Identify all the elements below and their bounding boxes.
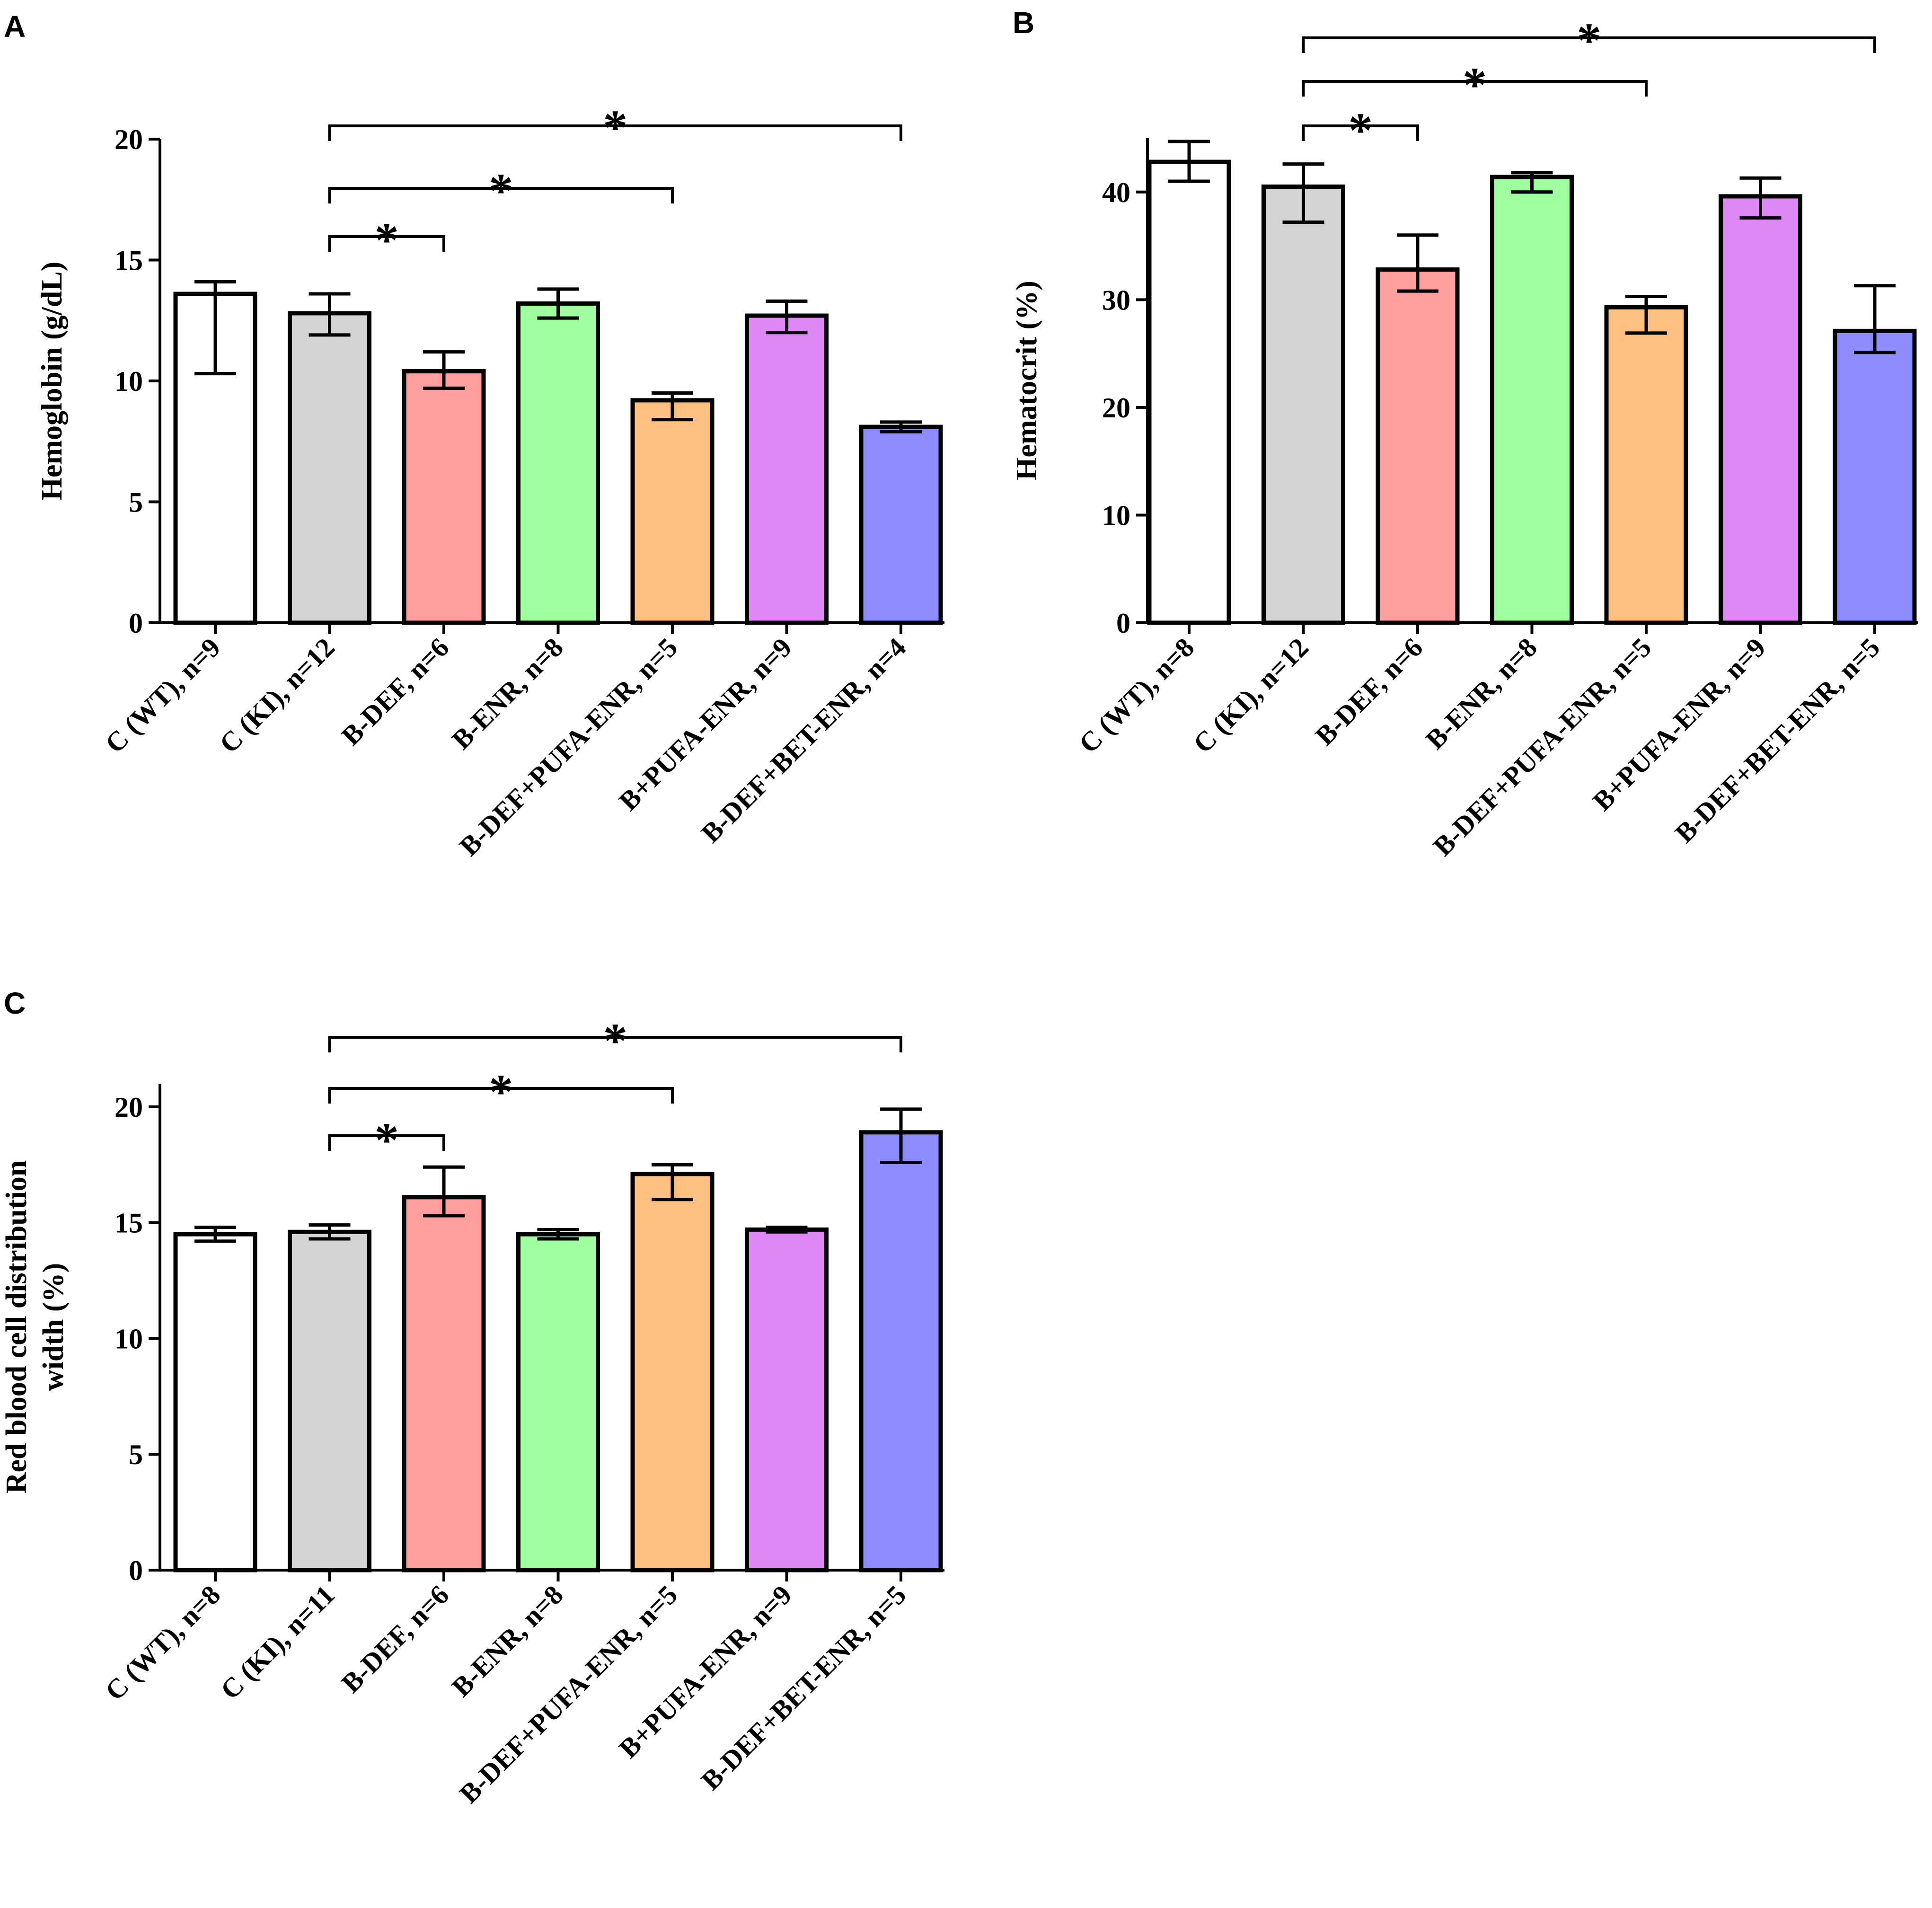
bar <box>516 1232 600 1572</box>
bar <box>630 398 715 625</box>
y-tick-label: 20 <box>115 1092 143 1123</box>
bar <box>745 1227 829 1572</box>
category-label: C (KI), n=12 <box>213 632 341 759</box>
y-tick-label: 15 <box>115 245 143 276</box>
significance-star: * <box>374 1113 399 1167</box>
bar <box>288 1229 371 1572</box>
chart-hematocrit: 0 10 20 30 40 Hematocrit (%) C (WT), n=8C (KI)… <box>1011 13 1918 862</box>
significance-bracket <box>328 187 674 203</box>
category-label: B-DEF, n=6 <box>335 1579 455 1698</box>
bar <box>1490 175 1574 625</box>
category-label: C (WT), n=8 <box>1073 632 1200 759</box>
bar <box>288 311 371 625</box>
y-tick-label: 20 <box>115 124 143 155</box>
y-tick-label: 30 <box>1102 284 1130 316</box>
panel-letter-b: B <box>1013 6 1034 40</box>
y-tick-label: 0 <box>1116 608 1130 639</box>
significance-bracket <box>1302 80 1648 97</box>
bar <box>1833 328 1917 625</box>
significance-star: * <box>603 100 627 155</box>
significance-bracket <box>328 235 445 252</box>
significance-star: * <box>1577 13 1601 68</box>
y-axis-title: Hemoglobin (g/dL) <box>36 262 68 501</box>
bar <box>402 369 486 625</box>
category-label: B-DEF+BET-ENR, n=5 <box>1669 632 1886 848</box>
bar <box>859 1130 943 1572</box>
bar <box>859 424 943 625</box>
category-label: B-DEF, n=6 <box>335 632 455 751</box>
significance-bracket <box>1302 124 1419 141</box>
category-label: C (KI), n=11 <box>214 1579 340 1705</box>
chart-hemoglobin: 0 5 10 15 20 Hemoglobin (g/dL) C (WT), n=9C (K… <box>36 100 944 862</box>
category-label: C (WT), n=9 <box>99 632 226 759</box>
significance-bracket <box>328 1087 674 1104</box>
y-tick-label: 10 <box>115 366 143 397</box>
y-tick-label: 0 <box>129 1555 143 1586</box>
y-tick-label: 20 <box>1102 392 1130 424</box>
bar <box>1262 184 1345 625</box>
significance-star: * <box>1463 58 1487 112</box>
significance-star: * <box>374 213 399 267</box>
y-tick-label: 15 <box>115 1208 143 1239</box>
category-label: B-ENR, n=8 <box>446 1579 569 1703</box>
bar <box>402 1195 486 1572</box>
significance-bracket <box>1302 36 1876 53</box>
category-label: C (WT), n=8 <box>99 1579 226 1706</box>
significance-star: * <box>489 1065 513 1119</box>
y-tick-label: 10 <box>115 1323 143 1354</box>
significance-bracket <box>328 124 902 141</box>
category-label: B-DEF+PUFA-ENR, n=5 <box>453 632 683 862</box>
y-tick-label: 40 <box>1102 177 1130 208</box>
category-label: B-DEF+BET-ENR, n=4 <box>695 632 912 848</box>
y-axis-title: width (%) <box>37 1263 70 1391</box>
significance-star: * <box>1348 103 1373 158</box>
category-label: B-DEF+BET-ENR, n=5 <box>695 1579 912 1796</box>
significance-star: * <box>603 1014 627 1068</box>
significance-star: * <box>489 164 513 218</box>
chart-rdw: 0 5 10 15 20 Red blood cell distribution width… <box>0 1014 944 1809</box>
category-label: B-DEF+PUFA-ENR, n=5 <box>1427 632 1657 862</box>
bar <box>745 313 829 625</box>
y-tick-label: 10 <box>1102 500 1130 531</box>
significance-bracket <box>328 1134 445 1151</box>
y-tick-label: 5 <box>129 487 143 518</box>
bar <box>516 301 600 625</box>
category-label: B-DEF+PUFA-ENR, n=5 <box>453 1579 683 1809</box>
bar <box>1604 305 1688 625</box>
category-label: B-DEF, n=6 <box>1309 632 1429 751</box>
panel-letter-a: A <box>4 9 26 44</box>
bar <box>630 1172 715 1572</box>
y-axis-title: Hematocrit (%) <box>1011 281 1043 480</box>
category-label: C (KI), n=12 <box>1187 632 1314 759</box>
y-tick-label: 0 <box>129 608 143 639</box>
bar <box>1719 194 1802 625</box>
panel-letter-c: C <box>4 986 26 1020</box>
category-label: B-ENR, n=8 <box>446 632 569 755</box>
y-tick-label: 5 <box>129 1439 143 1470</box>
bar <box>1376 267 1460 625</box>
bar <box>1147 159 1231 625</box>
category-label: B-ENR, n=8 <box>1420 632 1543 755</box>
y-axis-title: Red blood cell distribution <box>0 1160 33 1494</box>
significance-bracket <box>328 1036 902 1052</box>
bar <box>173 1232 257 1572</box>
